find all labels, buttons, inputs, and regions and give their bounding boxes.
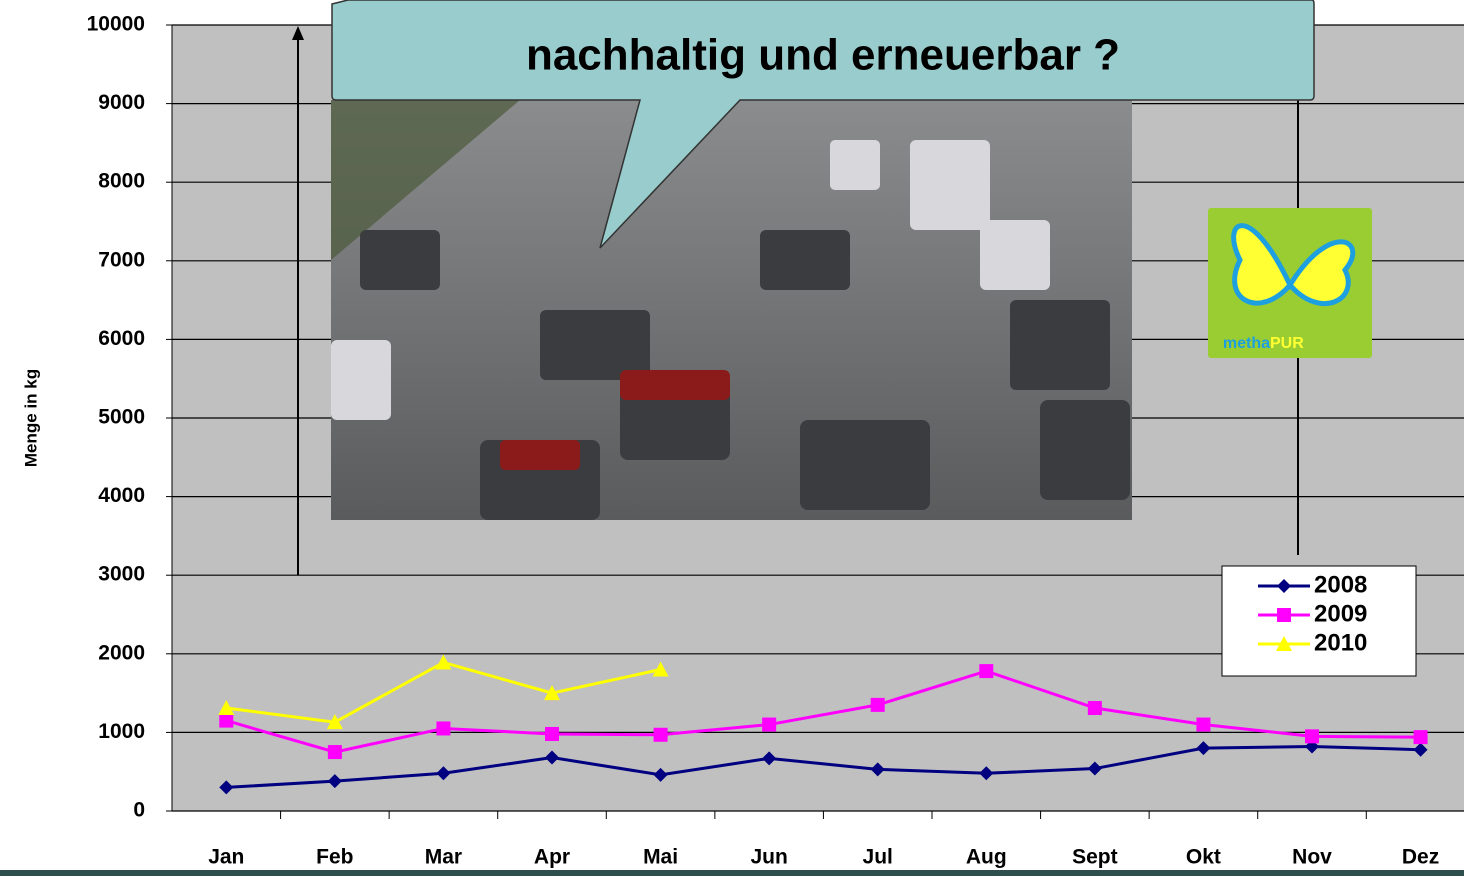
x-tick-label: Jan: [208, 846, 244, 869]
callout-text: nachhaltig und erneuerbar ?: [526, 31, 1120, 80]
marker: [654, 728, 668, 742]
marker: [1277, 608, 1291, 622]
y-tick-label: 4000: [98, 484, 145, 507]
marker: [1196, 718, 1210, 732]
y-tick-label: 3000: [98, 563, 145, 586]
x-tick-label: Mai: [643, 846, 678, 869]
y-tick-label: 0: [133, 799, 145, 822]
legend-label: 2010: [1314, 629, 1367, 656]
footer-strip: [0, 870, 1464, 876]
y-axis-label: Menge in kg: [21, 369, 40, 467]
y-tick-label: 9000: [98, 91, 145, 114]
chart: Menge in kg nachhaltig und erneuerbar ? …: [0, 0, 1464, 876]
x-tick-label: Feb: [316, 846, 353, 869]
logo-text: PUR: [1270, 335, 1304, 352]
y-tick-label: 2000: [98, 641, 145, 664]
legend-label: 2009: [1314, 600, 1367, 627]
x-tick-label: Jul: [863, 846, 893, 869]
x-tick-label: Mar: [425, 846, 462, 869]
y-tick-label: 8000: [98, 170, 145, 193]
x-tick-label: Apr: [534, 846, 570, 869]
marker: [219, 714, 233, 728]
page: Menge in kg nachhaltig und erneuerbar ? …: [0, 0, 1464, 876]
logo-text: metha: [1223, 335, 1270, 352]
x-tick-label: Nov: [1292, 846, 1332, 869]
y-tick-label: 7000: [98, 248, 145, 271]
marker: [1305, 729, 1319, 743]
x-tick-label: Okt: [1186, 846, 1221, 869]
x-tick-label: Sept: [1072, 846, 1118, 869]
marker: [979, 664, 993, 678]
traffic-photo: [331, 100, 1132, 520]
logo: metha PUR: [1208, 208, 1372, 358]
x-tick-label: Dez: [1402, 846, 1439, 869]
x-tick-label: Aug: [966, 846, 1007, 869]
y-tick-label: 6000: [98, 327, 145, 350]
marker: [1414, 730, 1428, 744]
y-tick-label: 10000: [87, 13, 145, 36]
y-tick-label: 1000: [98, 720, 145, 743]
marker: [1088, 701, 1102, 715]
x-tick-label: Jun: [750, 846, 787, 869]
marker: [436, 721, 450, 735]
marker: [545, 727, 559, 741]
marker: [871, 698, 885, 712]
marker: [762, 718, 776, 732]
legend-label: 2008: [1314, 571, 1367, 598]
marker: [328, 745, 342, 759]
y-tick-label: 5000: [98, 406, 145, 429]
